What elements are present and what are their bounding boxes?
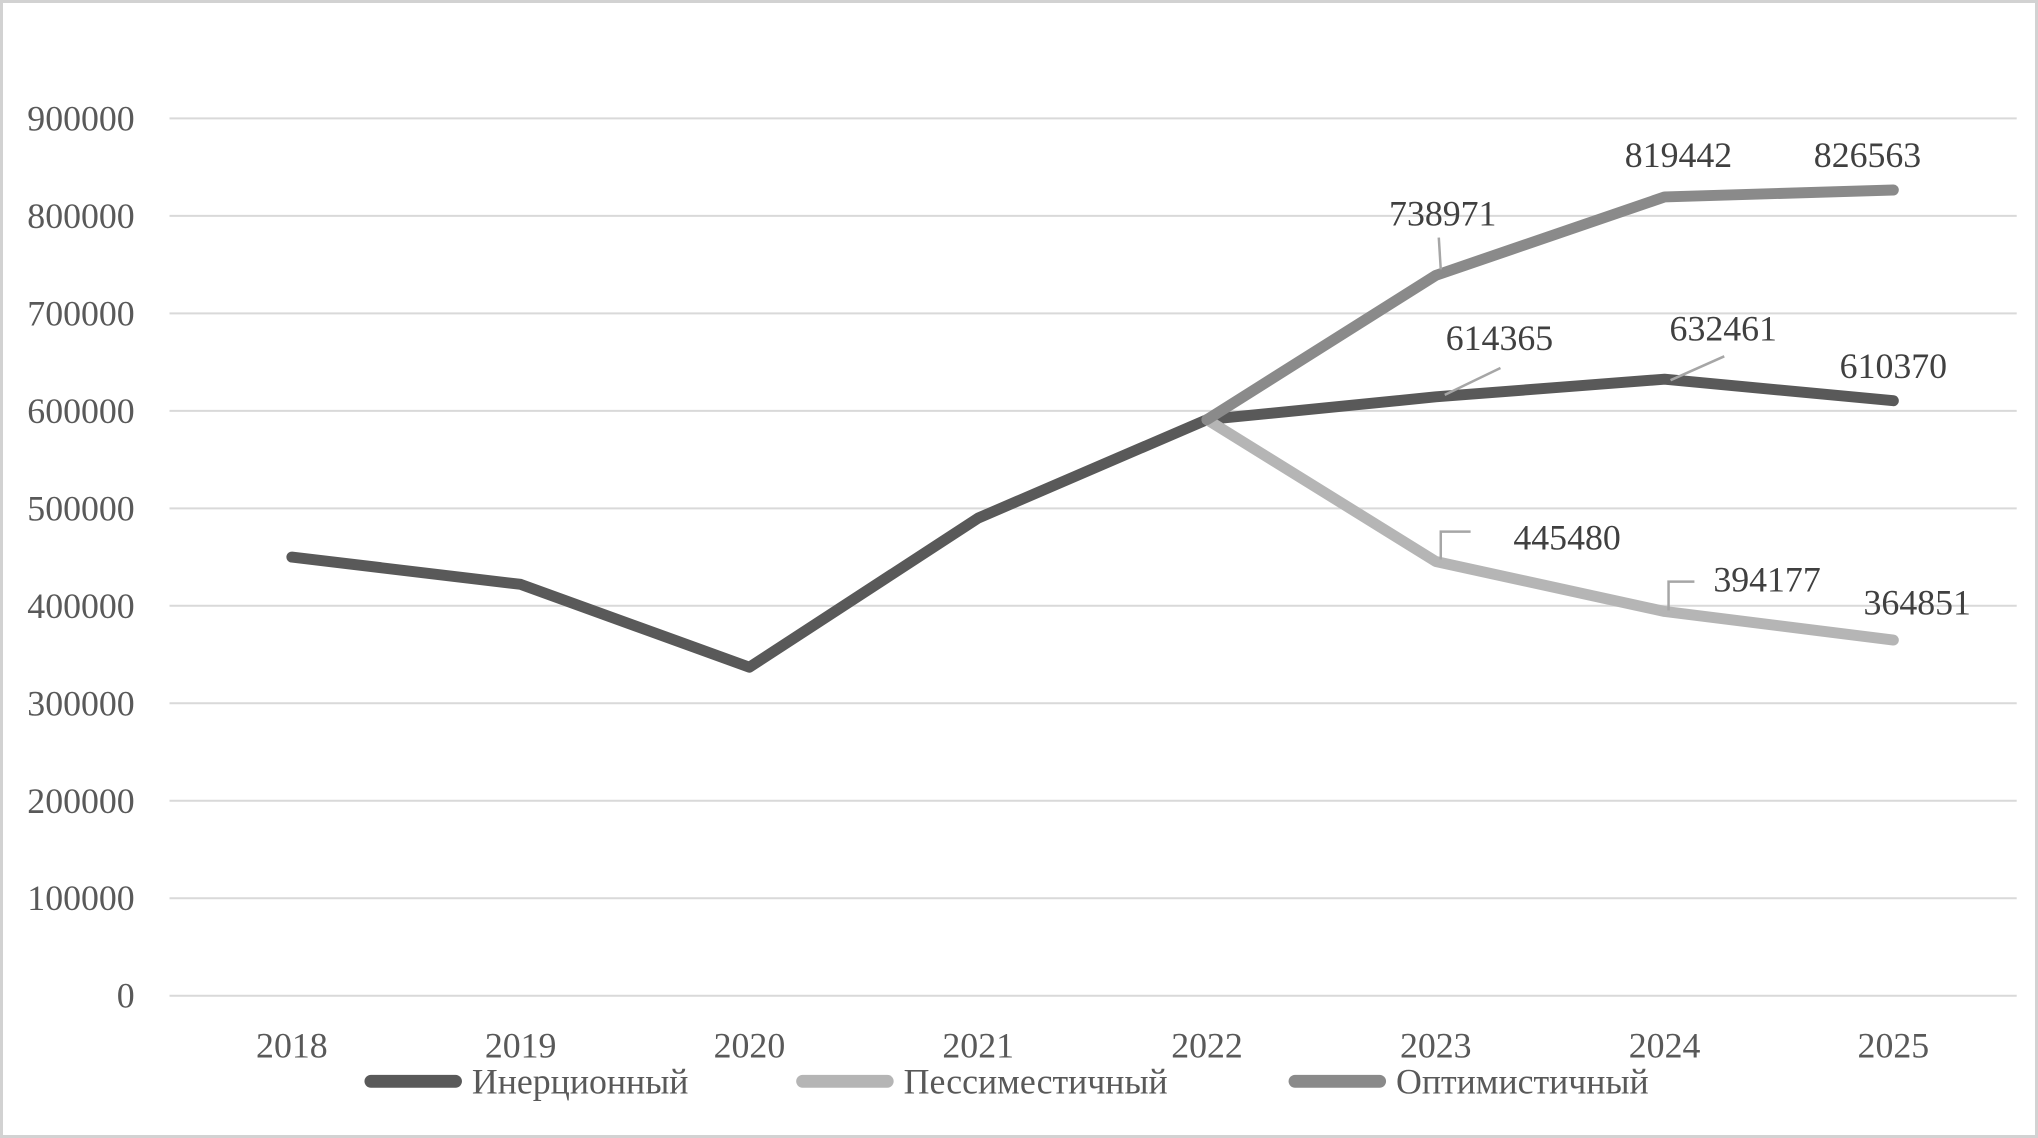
data-label-pessimistic: 394177 bbox=[1713, 560, 1820, 600]
y-tick-label: 500000 bbox=[27, 488, 134, 528]
series-line-optimistic bbox=[1201, 184, 1899, 426]
label-leader-line bbox=[1437, 237, 1443, 270]
label-leader-line bbox=[1444, 366, 1501, 396]
data-label-inertial: 632461 bbox=[1670, 308, 1777, 348]
x-tick-label: 2024 bbox=[1629, 1025, 1701, 1065]
data-label-pessimistic: 445480 bbox=[1513, 518, 1620, 558]
x-tick-label: 2021 bbox=[942, 1025, 1014, 1065]
data-label-pessimistic: 364851 bbox=[1864, 582, 1971, 622]
y-tick-label: 300000 bbox=[27, 683, 134, 723]
y-tick-label: 0 bbox=[117, 976, 135, 1016]
x-tick-label: 2025 bbox=[1858, 1025, 1930, 1065]
label-leader-line bbox=[1670, 355, 1725, 382]
legend-label-pessimistic: Пессиместичный bbox=[904, 1061, 1168, 1101]
label-leader-line bbox=[1667, 580, 1695, 611]
series-line-inertial bbox=[286, 373, 1899, 673]
legend-swatch-pessimistic bbox=[796, 1074, 894, 1088]
data-label-optimistic: 738971 bbox=[1389, 194, 1496, 234]
y-tick-label: 800000 bbox=[27, 196, 134, 236]
x-tick-label: 2019 bbox=[485, 1025, 557, 1065]
legend-swatch-inertial bbox=[364, 1074, 462, 1088]
x-tick-label: 2023 bbox=[1400, 1025, 1472, 1065]
label-leader-line bbox=[1439, 530, 1471, 560]
y-tick-label: 700000 bbox=[27, 293, 134, 333]
x-tick-label: 2018 bbox=[256, 1025, 328, 1065]
legend-label-optimistic: Оптимистичный bbox=[1396, 1061, 1649, 1101]
legend-swatch-optimistic bbox=[1288, 1074, 1387, 1088]
y-tick-label: 900000 bbox=[27, 98, 134, 138]
y-tick-label: 100000 bbox=[27, 878, 134, 918]
y-tick-label: 200000 bbox=[27, 781, 134, 821]
data-label-inertial: 610370 bbox=[1840, 346, 1947, 386]
series-line-pessimistic bbox=[1201, 414, 1899, 646]
data-label-optimistic: 819442 bbox=[1625, 135, 1732, 175]
data-label-optimistic: 826563 bbox=[1814, 135, 1921, 175]
y-tick-label: 400000 bbox=[27, 586, 134, 626]
legend-label-inertial: Инерционный bbox=[472, 1061, 689, 1101]
x-tick-label: 2022 bbox=[1171, 1025, 1243, 1065]
line-chart: 0 100000 200000 300000 400000 500000 600000 700… bbox=[27, 98, 2017, 1101]
y-tick-label: 600000 bbox=[27, 391, 134, 431]
x-tick-label: 2020 bbox=[714, 1025, 786, 1065]
data-label-inertial: 614365 bbox=[1446, 318, 1553, 358]
